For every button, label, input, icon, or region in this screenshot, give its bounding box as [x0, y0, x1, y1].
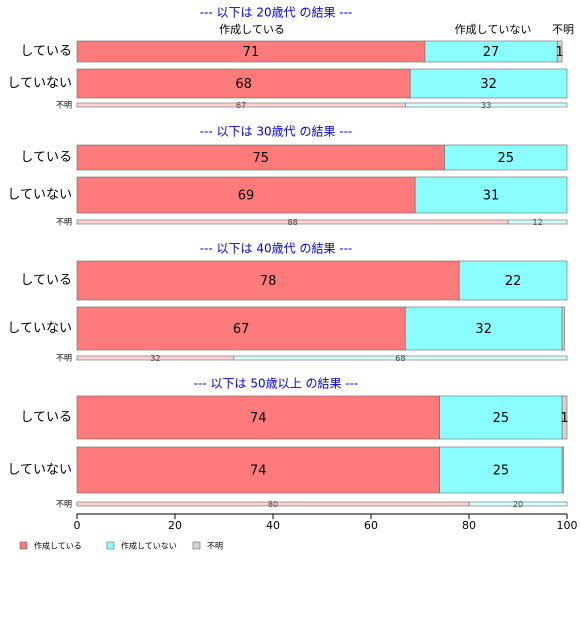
bar-segment	[76, 446, 440, 494]
panel-title: --- 以下は 20歳代 の結果 ---	[200, 6, 353, 20]
data-label: 20	[513, 500, 523, 509]
category-label: 不明	[56, 101, 72, 110]
data-label: 80	[268, 500, 278, 509]
bar-segment	[561, 306, 565, 351]
panel-title: --- 以下は 40歳代 の結果 ---	[200, 242, 353, 256]
data-label: 71	[243, 45, 260, 60]
data-label: 32	[150, 354, 160, 363]
bar-segment	[76, 176, 416, 214]
legend-label: 作成していない	[121, 541, 177, 551]
data-label: 25	[493, 464, 510, 479]
data-label: 31	[483, 189, 500, 204]
data-label: 1	[556, 45, 564, 60]
bar-segment	[414, 176, 568, 214]
x-tick-label: 20	[168, 519, 182, 532]
data-label: 88	[288, 218, 298, 227]
legend-label: 作成している	[34, 541, 82, 551]
data-label: 12	[533, 218, 543, 227]
data-label: 75	[252, 151, 269, 166]
category-label: している	[20, 44, 72, 59]
category-label: 不明	[56, 354, 72, 363]
data-label: 32	[480, 77, 497, 92]
bar-segment	[404, 102, 568, 108]
top-label-not-made: 作成していない	[455, 23, 532, 36]
x-tick-label: 80	[462, 519, 476, 532]
category-label: している	[20, 273, 72, 288]
category-label: していない	[7, 321, 72, 336]
bar-segment	[458, 260, 568, 301]
x-tick-label: 100	[557, 519, 578, 532]
bar-segment	[76, 260, 460, 301]
top-label-unknown: 不明	[552, 23, 574, 36]
bar-segment	[439, 395, 563, 440]
bar-segment	[76, 144, 445, 171]
x-tick-label: 60	[364, 519, 378, 532]
bar-segment	[556, 40, 563, 63]
bar-segment	[76, 306, 406, 351]
data-label: 68	[235, 77, 252, 92]
x-tick-label: 40	[266, 519, 280, 532]
data-label: 67	[236, 101, 246, 110]
category-label: していない	[7, 188, 72, 203]
bar-segment	[444, 144, 568, 171]
data-label: 67	[233, 322, 250, 337]
data-label: 1	[560, 411, 568, 426]
data-label: 78	[260, 274, 277, 289]
bar-segment	[404, 306, 563, 351]
legend-label: 不明	[207, 542, 223, 551]
bar-segment	[468, 501, 568, 507]
bar-segment	[76, 395, 440, 440]
data-label: 68	[395, 354, 405, 363]
panel-title: --- 以下は 30歳代 の結果 ---	[200, 125, 353, 139]
data-label: 33	[481, 101, 491, 110]
category-label: 不明	[56, 218, 72, 227]
data-label: 69	[238, 189, 255, 204]
legend-swatch	[19, 541, 28, 550]
data-label: 22	[505, 274, 522, 289]
category-label: していない	[7, 76, 72, 91]
category-label: 不明	[56, 500, 72, 509]
legend-swatch	[106, 541, 115, 550]
top-label-made: 作成している	[219, 23, 285, 36]
bar-segment	[561, 395, 568, 440]
bar-segment	[561, 446, 564, 494]
category-label: している	[20, 150, 72, 165]
data-label: 25	[497, 151, 514, 166]
data-label: 74	[250, 464, 267, 479]
panel-title: --- 以下は 50歳以上 の結果 ---	[194, 377, 359, 391]
category-label: していない	[7, 463, 72, 478]
bar-segment	[507, 219, 568, 225]
legend-swatch	[192, 541, 201, 550]
bar-segment	[233, 355, 568, 361]
bar-segment	[409, 68, 568, 99]
category-label: している	[20, 410, 72, 425]
data-label: 74	[250, 411, 267, 426]
bar-segment	[439, 446, 563, 494]
data-label: 25	[493, 411, 510, 426]
data-label: 27	[483, 45, 500, 60]
data-label: 32	[475, 322, 492, 337]
x-tick-label: 0	[74, 519, 81, 532]
